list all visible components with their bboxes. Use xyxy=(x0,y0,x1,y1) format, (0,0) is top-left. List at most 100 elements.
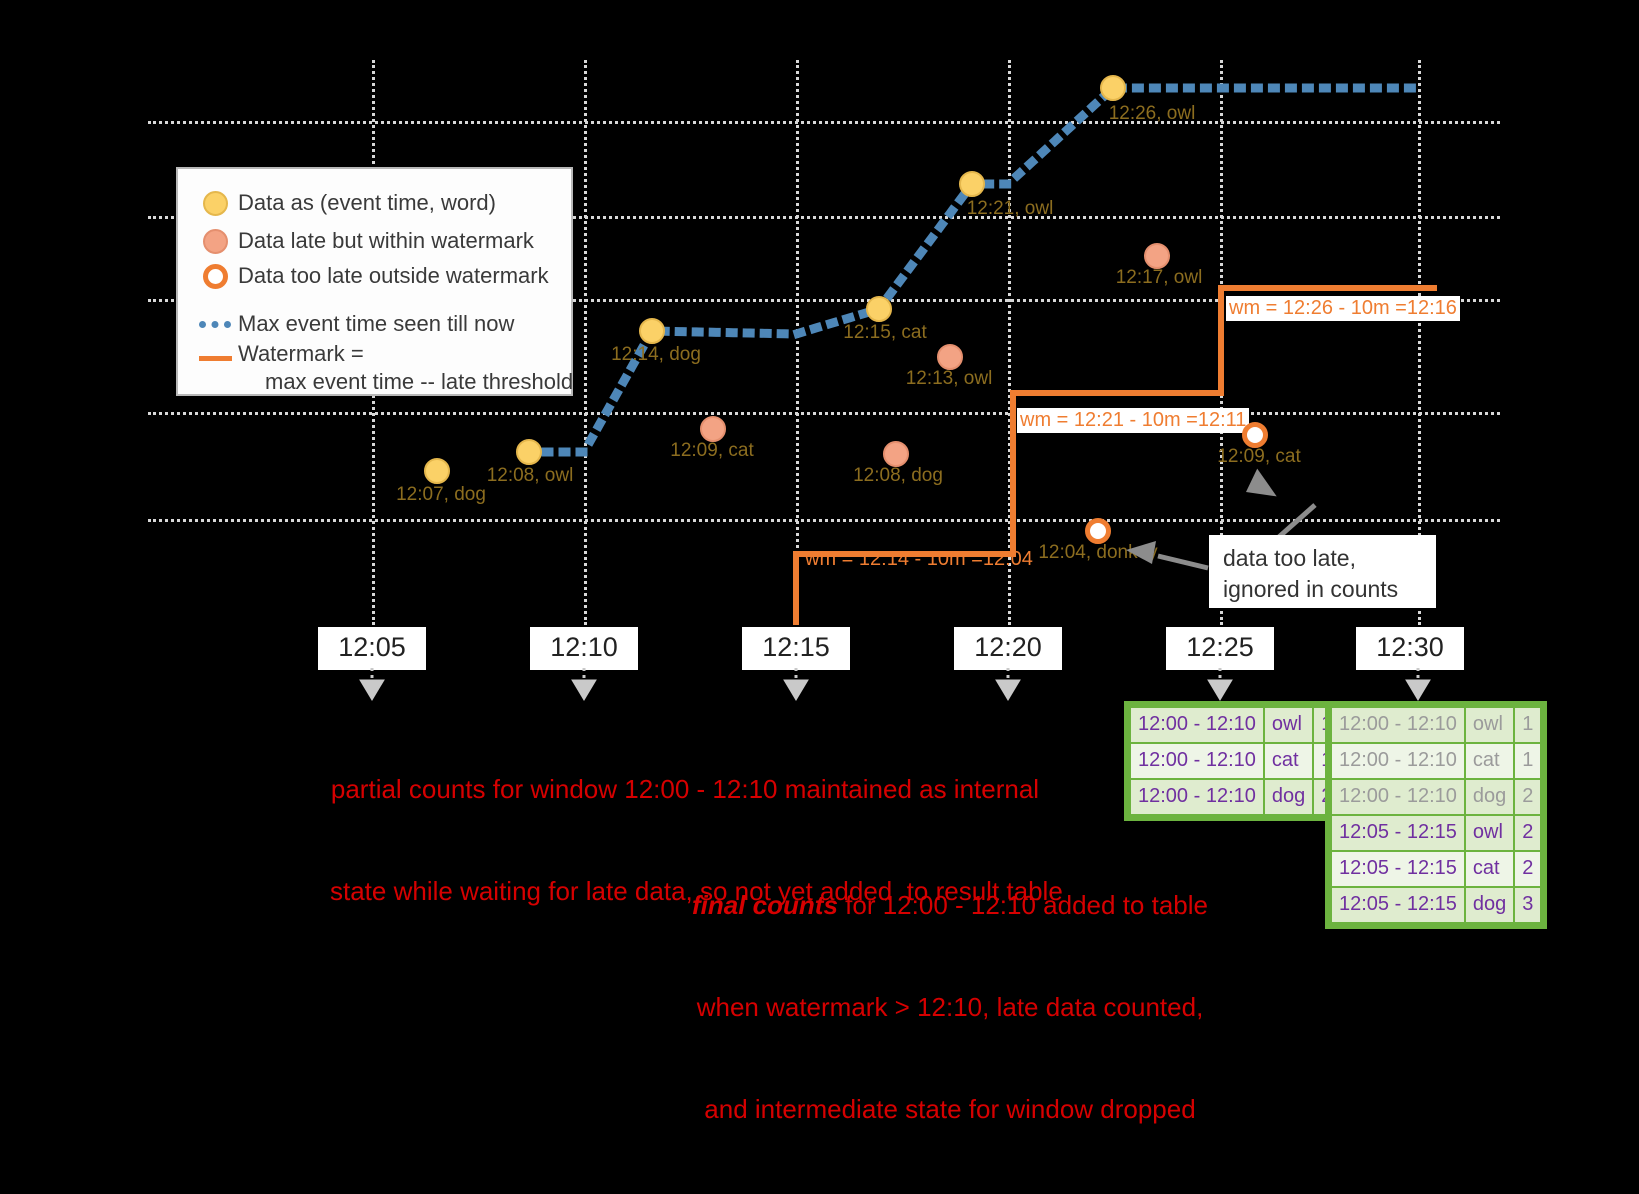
table-row: 12:00 - 12:10 cat 1 xyxy=(1332,744,1541,778)
legend-item-data-ontime: Data as (event time, word) xyxy=(192,190,496,216)
table-cell-word: dog xyxy=(1465,888,1514,922)
data-point-label: 12:04, donkey xyxy=(1038,542,1158,563)
legend-label: Data too late outside watermark xyxy=(238,263,549,288)
axis-tick-1210: 12:10 xyxy=(530,627,638,670)
axis-tick-1215: 12:15 xyxy=(742,627,850,670)
table-cell-word: cat xyxy=(1465,744,1514,778)
table-row: 12:00 - 12:10 owl 1 xyxy=(1332,708,1541,742)
callout-too-late: data too late, ignored in counts xyxy=(1209,535,1436,608)
table-cell-window: 12:05 - 12:15 xyxy=(1332,816,1464,850)
table-cell-count: 2 xyxy=(1515,852,1541,886)
watermark-label-1204: wm = 12:14 - 10m =12:04 xyxy=(805,548,1033,570)
annotation-partial-line1: partial counts for window 12:00 - 12:10 … xyxy=(330,774,1040,804)
callout-arrows xyxy=(1126,468,1317,571)
legend-watermark-sublabel: max event time -- late threshold xyxy=(265,369,574,394)
axis-tick-1230: 12:30 xyxy=(1356,627,1464,670)
data-point-label: 12:21, owl xyxy=(966,198,1054,219)
data-point-1213-owl xyxy=(937,344,963,370)
legend-label: Max event time seen till now xyxy=(238,311,515,336)
legend-item-watermark: Watermark = xyxy=(192,341,364,367)
table-cell-word: dog xyxy=(1465,780,1514,814)
result-table-1225: 12:00 - 12:10 owl 1 12:00 - 12:10 cat 1 … xyxy=(1124,701,1347,821)
legend-label: Data late but within watermark xyxy=(238,228,534,253)
data-point-1215-cat xyxy=(866,296,892,322)
table-cell-window: 12:00 - 12:10 xyxy=(1332,780,1464,814)
table-cell-window: 12:05 - 12:15 xyxy=(1332,852,1464,886)
table-cell-count: 2 xyxy=(1515,780,1541,814)
data-point-label: 12:09, cat xyxy=(670,440,754,461)
table-cell-count: 2 xyxy=(1515,816,1541,850)
table-cell-word: cat xyxy=(1465,852,1514,886)
axis-tick-1205: 12:05 xyxy=(318,627,426,670)
diagram-canvas: wm = 12:14 - 10m =12:04 wm = 12:21 - 10m… xyxy=(148,60,1548,1124)
table-row: 12:00 - 12:10 cat 1 xyxy=(1131,744,1340,778)
result-table-1230: 12:00 - 12:10 owl 1 12:00 - 12:10 cat 1 … xyxy=(1325,701,1548,929)
data-point-1217-owl xyxy=(1144,243,1170,269)
data-point-label: 12:14, dog xyxy=(611,344,701,365)
annotation-final-counts: final counts for 12:00 - 12:10 added to … xyxy=(690,820,1210,1194)
table-row: 12:00 - 12:10 dog 2 xyxy=(1131,780,1340,814)
data-point-1221-owl xyxy=(959,171,985,197)
axis-tick-1220: 12:20 xyxy=(954,627,1062,670)
annotation-final-line1-rest: for 12:00 - 12:10 added to table xyxy=(837,890,1208,920)
data-point-1208-dog xyxy=(883,441,909,467)
data-point-1204-donkey xyxy=(1085,518,1111,544)
table-row: 12:05 - 12:15 cat 2 xyxy=(1332,852,1541,886)
legend-label: Data as (event time, word) xyxy=(238,190,496,215)
data-point-1209-cat xyxy=(700,416,726,442)
hollow-orange-circle-icon xyxy=(192,263,238,289)
annotation-final-line1: final counts for 12:00 - 12:10 added to … xyxy=(690,888,1210,922)
axis-arrows xyxy=(359,668,1431,701)
callout-line1: data too late, xyxy=(1223,545,1356,571)
table-cell-word: dog xyxy=(1264,780,1313,814)
data-point-label: 12:26, owl xyxy=(1108,103,1196,124)
table-cell-window: 12:05 - 12:15 xyxy=(1332,888,1464,922)
watermark-label-1211: wm = 12:21 - 10m =12:11 xyxy=(1017,408,1250,433)
table-cell-word: owl xyxy=(1465,708,1514,742)
annotation-partial-counts: partial counts for window 12:00 - 12:10 … xyxy=(330,704,1063,976)
data-point-label: 12:09, cat xyxy=(1217,446,1301,467)
data-point-1214-dog xyxy=(639,318,665,344)
annotation-final-line3: and intermediate state for window droppe… xyxy=(704,1094,1196,1124)
table-cell-word: owl xyxy=(1264,708,1313,742)
data-point-label: 12:08, dog xyxy=(853,465,943,486)
table-cell-window: 12:00 - 12:10 xyxy=(1131,708,1263,742)
data-point-label: 12:15, cat xyxy=(843,322,927,343)
legend-item-data-late: Data late but within watermark xyxy=(192,228,534,254)
table-row: 12:05 - 12:15 owl 2 xyxy=(1332,816,1541,850)
data-point-label: 12:17, owl xyxy=(1115,267,1203,288)
data-point-label: 12:13, owl xyxy=(905,368,993,389)
watermark-label-1216: wm = 12:26 - 10m =12:16 xyxy=(1226,296,1460,321)
table-cell-word: owl xyxy=(1465,816,1514,850)
data-point-1209-cat-late xyxy=(1242,422,1268,448)
axis-tick-1225: 12:25 xyxy=(1166,627,1274,670)
annotation-final-emphasis: final counts xyxy=(692,890,838,920)
table-cell-window: 12:00 - 12:10 xyxy=(1332,708,1464,742)
legend: Data as (event time, word) Data late but… xyxy=(176,167,573,396)
legend-label: Watermark = xyxy=(238,341,364,366)
table-row: 12:05 - 12:15 dog 3 xyxy=(1332,888,1541,922)
legend-item-max-event-time: Max event time seen till now xyxy=(192,311,514,337)
filled-salmon-circle-icon xyxy=(192,228,238,254)
table-row: 12:00 - 12:10 dog 2 xyxy=(1332,780,1541,814)
table-cell-word: cat xyxy=(1264,744,1313,778)
blue-dotted-line-icon xyxy=(192,320,238,328)
filled-yellow-circle-icon xyxy=(192,190,238,216)
annotation-partial-line2: state while waiting for late data, so no… xyxy=(330,876,1063,906)
table-cell-window: 12:00 - 12:10 xyxy=(1131,744,1263,778)
table-cell-window: 12:00 - 12:10 xyxy=(1131,780,1263,814)
table-row: 12:00 - 12:10 owl 1 xyxy=(1131,708,1340,742)
data-point-label: 12:08, owl xyxy=(486,465,574,486)
table-cell-count: 1 xyxy=(1515,708,1541,742)
table-cell-window: 12:00 - 12:10 xyxy=(1332,744,1464,778)
annotation-final-line2: when watermark > 12:10, late data counte… xyxy=(696,992,1204,1022)
data-point-label: 12:07, dog xyxy=(396,484,486,505)
table-cell-count: 1 xyxy=(1515,744,1541,778)
legend-item-data-too-late: Data too late outside watermark xyxy=(192,263,549,289)
data-point-1226-owl xyxy=(1100,75,1126,101)
orange-solid-line-icon xyxy=(192,356,238,367)
data-point-1208-owl xyxy=(516,439,542,465)
table-cell-count: 3 xyxy=(1515,888,1541,922)
data-point-1207-dog xyxy=(424,458,450,484)
callout-line2: ignored in counts xyxy=(1223,576,1399,602)
